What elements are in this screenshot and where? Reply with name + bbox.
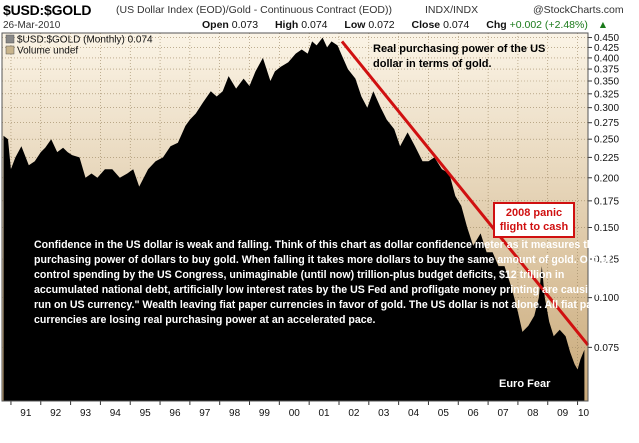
x-tick-label: 99 — [259, 408, 271, 419]
y-tick-label: 0.400 — [594, 53, 619, 64]
brand-label[interactable]: @StockCharts.com — [533, 4, 624, 16]
y-tick-label: 0.225 — [594, 153, 619, 164]
legend-volume-label: Volume undef — [17, 46, 78, 57]
y-tick-label: 0.150 — [594, 223, 619, 234]
x-tick-label: 02 — [348, 408, 360, 419]
open-value: 0.073 — [231, 19, 259, 31]
high-label: High — [274, 19, 299, 31]
y-tick-label: 0.175 — [594, 196, 619, 207]
ohlc-bar: Open 0.073 High 0.074 Low 0.072 Close 0.… — [202, 19, 622, 31]
x-tick-label: 08 — [527, 408, 539, 419]
close-label: Close — [411, 19, 441, 31]
y-tick-label: 0.200 — [594, 173, 619, 184]
low-value: 0.072 — [368, 19, 395, 31]
y-tick-label: 0.450 — [594, 33, 619, 44]
x-tick-label: 91 — [20, 408, 32, 419]
high-item: High 0.074 — [275, 19, 335, 31]
plot-frame — [1, 32, 589, 402]
x-tick-label: 96 — [169, 408, 181, 419]
x-tick-label: 10 — [578, 408, 590, 419]
chg-label: Chg — [486, 19, 507, 31]
x-tick-label: 03 — [378, 408, 390, 419]
annotation-panic: 2008 panic flight to cash — [493, 202, 575, 238]
open-label: Open — [202, 19, 229, 31]
close-value: 0.074 — [443, 19, 470, 31]
x-tick-label: 93 — [80, 408, 92, 419]
x-tick-label: 92 — [50, 408, 62, 419]
symbol-description: (US Dollar Index (EOD)/Gold - Continuous… — [116, 4, 392, 16]
symbol-title: $USD:$GOLD — [3, 2, 92, 18]
y-tick-label: 0.425 — [594, 43, 619, 54]
y-tick-label: 0.075 — [594, 343, 619, 354]
y-tick-label: 0.250 — [594, 135, 619, 146]
x-tick-label: 05 — [438, 408, 450, 419]
legend-volume-swatch — [5, 45, 15, 55]
close-item: Close 0.074 — [412, 19, 477, 31]
chg-value: +0.002 (+2.48%) — [509, 19, 588, 31]
y-tick-label: 0.100 — [594, 293, 619, 304]
exchange-label: INDX/INDX — [425, 4, 479, 16]
date-label: 26-Mar-2010 — [3, 20, 61, 31]
x-tick-label: 07 — [497, 408, 509, 419]
y-tick-label: 0.125 — [594, 255, 619, 266]
x-tick-label: 97 — [199, 408, 211, 419]
annotation-title: Real purchasing power of the US dollar i… — [373, 43, 546, 70]
price-area — [3, 37, 585, 401]
annotation-euro-fear: Euro Fear — [499, 378, 551, 390]
chart-header: $USD:$GOLD (US Dollar Index (EOD)/Gold -… — [0, 0, 639, 32]
chg-up-icon: ▲ — [597, 19, 609, 31]
y-tick-label: 0.275 — [594, 118, 619, 129]
y-tick-label: 0.350 — [594, 77, 619, 88]
annotation-body: Confidence in the US dollar is weak and … — [34, 239, 615, 326]
x-tick-label: 01 — [319, 408, 331, 419]
x-tick-label: 09 — [557, 408, 569, 419]
x-tick-label: 00 — [289, 408, 301, 419]
legend-series-label: $USD:$GOLD (Monthly) 0.074 — [17, 35, 153, 46]
trendline — [340, 40, 590, 347]
high-value: 0.074 — [301, 19, 328, 31]
open-item: Open 0.073 — [202, 19, 265, 31]
x-axis: 91 92 93 94 95 96 97 98 99 00 01 02 03 04 05 06 07 08 09 10 — [10, 401, 590, 419]
y-tick-label: 0.375 — [594, 65, 619, 76]
low-item: Low 0.072 — [344, 19, 401, 31]
x-tick-label: 98 — [229, 408, 241, 419]
legend: $USD:$GOLD (Monthly) 0.074 Volume undef — [5, 34, 153, 57]
y-tick-label: 0.325 — [594, 89, 619, 100]
x-tick-label: 94 — [110, 408, 122, 419]
x-tick-label: 95 — [140, 408, 152, 419]
x-tick-label: 06 — [468, 408, 480, 419]
legend-swatch — [5, 34, 15, 44]
y-tick-label: 0.300 — [594, 103, 619, 114]
chg-item: Chg +0.002 (+2.48%) ▲ — [486, 19, 615, 31]
low-label: Low — [344, 19, 366, 31]
x-tick-label: 04 — [408, 408, 420, 419]
brand-text[interactable]: @StockCharts.com — [533, 4, 624, 16]
